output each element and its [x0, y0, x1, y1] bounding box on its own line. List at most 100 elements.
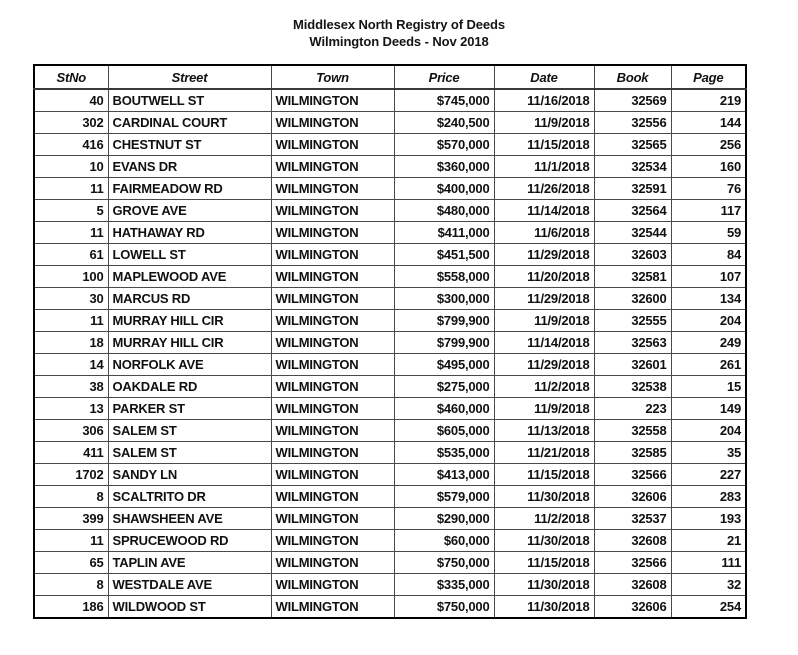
table-row: 11 FAIRMEADOW RD WILMINGTON $400,000 11/26/2…: [33, 177, 747, 200]
cell-book: 32591: [593, 177, 672, 200]
cell-stno: 1702: [33, 463, 109, 486]
table-row: 38 OAKDALE RD WILMINGTON $275,000 11/2/2018 3…: [33, 375, 747, 398]
cell-stno: 302: [33, 111, 109, 134]
cell-price: $335,000: [393, 573, 495, 596]
cell-price: $360,000: [393, 155, 495, 178]
cell-stno: 18: [33, 331, 109, 354]
table-row: 11 SPRUCEWOOD RD WILMINGTON $60,000 11/30/20…: [33, 529, 747, 552]
cell-date: 11/16/2018: [493, 88, 595, 112]
cell-page: 134: [670, 287, 747, 310]
table-row: 306 SALEM ST WILMINGTON $605,000 11/13/2018 3…: [33, 419, 747, 442]
column-header-stno: StNo: [33, 64, 109, 90]
cell-street: MURRAY HILL CIR: [107, 309, 272, 332]
cell-date: 11/2/2018: [493, 375, 595, 398]
table-row: 10 EVANS DR WILMINGTON $360,000 11/1/2018 325…: [33, 155, 747, 178]
cell-price: $605,000: [393, 419, 495, 442]
cell-street: WESTDALE AVE: [107, 573, 272, 596]
cell-price: $460,000: [393, 397, 495, 420]
table-row: 40 BOUTWELL ST WILMINGTON $745,000 11/16/201…: [33, 88, 747, 112]
cell-town: WILMINGTON: [270, 573, 395, 596]
table-row: 1702 SANDY LN WILMINGTON $413,000 11/15/2018…: [33, 463, 747, 486]
cell-street: EVANS DR: [107, 155, 272, 178]
document-title: Middlesex North Registry of Deeds: [293, 17, 505, 32]
table-row: 65 TAPLIN AVE WILMINGTON $750,000 11/15/2018…: [33, 551, 747, 574]
cell-date: 11/2/2018: [493, 507, 595, 530]
cell-town: WILMINGTON: [270, 485, 395, 508]
cell-town: WILMINGTON: [270, 177, 395, 200]
table-row: 14 NORFOLK AVE WILMINGTON $495,000 11/29/201…: [33, 353, 747, 376]
table-row: 30 MARCUS RD WILMINGTON $300,000 11/29/2018 3…: [33, 287, 747, 310]
cell-page: 35: [670, 441, 747, 464]
table-row: 5 GROVE AVE WILMINGTON $480,000 11/14/2018 32…: [33, 199, 747, 222]
cell-page: 149: [670, 397, 747, 420]
cell-town: WILMINGTON: [270, 353, 395, 376]
cell-page: 144: [670, 111, 747, 134]
cell-page: 21: [670, 529, 747, 552]
cell-date: 11/13/2018: [493, 419, 595, 442]
cell-date: 11/29/2018: [493, 243, 595, 266]
table-row: 18 MURRAY HILL CIR WILMINGTON $799,900 11/14…: [33, 331, 747, 354]
cell-date: 11/21/2018: [493, 441, 595, 464]
cell-book: 32538: [593, 375, 672, 398]
cell-street: PARKER ST: [107, 397, 272, 420]
cell-stno: 411: [33, 441, 109, 464]
table-row: 13 PARKER ST WILMINGTON $460,000 11/9/2018 22…: [33, 397, 747, 420]
cell-book: 32555: [593, 309, 672, 332]
cell-page: 249: [670, 331, 747, 354]
cell-price: $240,500: [393, 111, 495, 134]
cell-street: LOWELL ST: [107, 243, 272, 266]
cell-book: 32606: [593, 595, 672, 619]
cell-price: $451,500: [393, 243, 495, 266]
cell-price: $60,000: [393, 529, 495, 552]
cell-street: FAIRMEADOW RD: [107, 177, 272, 200]
table-row: 411 SALEM ST WILMINGTON $535,000 11/21/2018 3…: [33, 441, 747, 464]
cell-date: 11/26/2018: [493, 177, 595, 200]
cell-stno: 11: [33, 221, 109, 244]
cell-street: SANDY LN: [107, 463, 272, 486]
cell-stno: 100: [33, 265, 109, 288]
cell-book: 32565: [593, 133, 672, 156]
cell-stno: 13: [33, 397, 109, 420]
cell-street: SALEM ST: [107, 441, 272, 464]
cell-town: WILMINGTON: [270, 529, 395, 552]
cell-stno: 30: [33, 287, 109, 310]
table-row: 8 SCALTRITO DR WILMINGTON $579,000 11/30/201…: [33, 485, 747, 508]
cell-stno: 14: [33, 353, 109, 376]
cell-stno: 11: [33, 177, 109, 200]
table-row: 302 CARDINAL COURT WILMINGTON $240,500 11/9/…: [33, 111, 747, 134]
cell-street: SALEM ST: [107, 419, 272, 442]
cell-price: $480,000: [393, 199, 495, 222]
cell-price: $750,000: [393, 551, 495, 574]
cell-date: 11/20/2018: [493, 265, 595, 288]
cell-town: WILMINGTON: [270, 265, 395, 288]
cell-book: 32537: [593, 507, 672, 530]
cell-stno: 61: [33, 243, 109, 266]
cell-town: WILMINGTON: [270, 441, 395, 464]
cell-town: WILMINGTON: [270, 287, 395, 310]
cell-date: 11/9/2018: [493, 397, 595, 420]
cell-book: 32581: [593, 265, 672, 288]
cell-price: $400,000: [393, 177, 495, 200]
column-header-price: Price: [393, 64, 495, 90]
cell-town: WILMINGTON: [270, 551, 395, 574]
column-header-town: Town: [270, 64, 395, 90]
cell-book: 32534: [593, 155, 672, 178]
cell-street: BOUTWELL ST: [107, 88, 272, 112]
cell-date: 11/30/2018: [493, 529, 595, 552]
cell-price: $579,000: [393, 485, 495, 508]
cell-stno: 416: [33, 133, 109, 156]
cell-book: 32585: [593, 441, 672, 464]
cell-book: 32563: [593, 331, 672, 354]
cell-price: $300,000: [393, 287, 495, 310]
cell-date: 11/15/2018: [493, 551, 595, 574]
cell-book: 32569: [593, 88, 672, 112]
cell-book: 32600: [593, 287, 672, 310]
table-row: 11 MURRAY HILL CIR WILMINGTON $799,900 11/9/…: [33, 309, 747, 332]
cell-street: GROVE AVE: [107, 199, 272, 222]
cell-date: 11/1/2018: [493, 155, 595, 178]
cell-stno: 306: [33, 419, 109, 442]
cell-date: 11/9/2018: [493, 111, 595, 134]
cell-page: 107: [670, 265, 747, 288]
cell-date: 11/6/2018: [493, 221, 595, 244]
